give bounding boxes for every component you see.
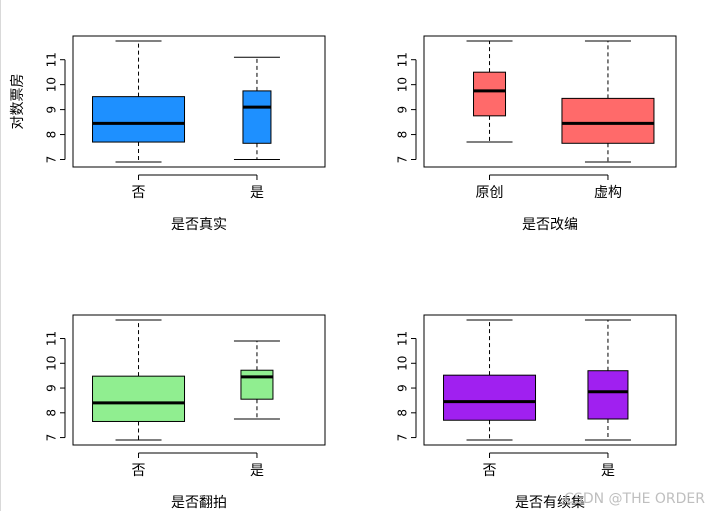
panel-4-x-tick-label-2: 是 bbox=[601, 463, 615, 479]
panel-4-box-1-iqr bbox=[443, 374, 537, 421]
panel-4-x-tick-label-1: 否 bbox=[483, 463, 497, 479]
panel-2-x-tick-label-2: 虚构 bbox=[594, 185, 622, 201]
panel-4-x-axis-title: 是否有续集 bbox=[515, 494, 585, 511]
panel-3-box-1-iqr bbox=[92, 375, 186, 422]
panel-2-y-tick-label-8: 8 bbox=[396, 131, 410, 139]
panel-1-y-tick-label-7: 7 bbox=[45, 156, 59, 164]
panel-3-y-tick-label-10: 10 bbox=[45, 356, 59, 371]
panel-1-x-tick-label-1: 否 bbox=[132, 185, 146, 201]
panel-4-y-tick-label-11: 11 bbox=[396, 331, 410, 346]
panel-2-box-2-iqr bbox=[561, 97, 655, 144]
panel-2-box-1-iqr bbox=[473, 71, 507, 117]
panel-4-y-tick-label-9: 9 bbox=[396, 384, 410, 392]
panel-1-box-2-iqr bbox=[242, 90, 272, 144]
panel-3-box-2-iqr bbox=[240, 369, 274, 400]
panel-1-y-tick-label-10: 10 bbox=[45, 77, 59, 92]
panel-1-x-tick-label-2: 是 bbox=[250, 185, 264, 201]
watermark-text: CSDN @THE ORDER bbox=[564, 491, 705, 507]
panel-2-x-axis-title: 是否改编 bbox=[522, 217, 578, 233]
panel-2-y-tick-label-10: 10 bbox=[396, 77, 410, 92]
panel-2-x-tick-label-1: 原创 bbox=[476, 185, 504, 201]
panel-1-y-tick-label-11: 11 bbox=[45, 52, 59, 67]
panel-2-y-tick-label-9: 9 bbox=[396, 106, 410, 114]
left-border bbox=[0, 0, 1, 511]
panel-3-y-tick-label-11: 11 bbox=[45, 331, 59, 346]
panel-2-y-tick-label-11: 11 bbox=[396, 52, 410, 67]
panel-2-frame bbox=[423, 35, 677, 168]
panel-4-y-tick-label-7: 7 bbox=[396, 434, 410, 442]
panel-3-frame bbox=[72, 314, 326, 446]
panel-1-frame bbox=[72, 35, 326, 168]
panel-4-box-2-iqr bbox=[587, 370, 629, 420]
panel-1-y-axis-title: 对数票房 bbox=[10, 74, 26, 130]
panel-3-x-axis-title: 是否翻拍 bbox=[171, 495, 227, 511]
panel-3-y-tick-label-9: 9 bbox=[45, 384, 59, 392]
panel-4-y-tick-label-10: 10 bbox=[396, 356, 410, 371]
panel-4-y-tick-label-8: 8 bbox=[396, 409, 410, 417]
panel-4-frame bbox=[423, 314, 677, 446]
panel-3-x-tick-label-2: 是 bbox=[250, 463, 264, 479]
panel-3-y-tick-label-8: 8 bbox=[45, 409, 59, 417]
panel-3-y-tick-label-7: 7 bbox=[45, 434, 59, 442]
panel-1-y-tick-label-8: 8 bbox=[45, 131, 59, 139]
panel-1-y-tick-label-9: 9 bbox=[45, 106, 59, 114]
panel-1-x-axis-title: 是否真实 bbox=[171, 217, 227, 233]
panel-3-x-tick-label-1: 否 bbox=[132, 463, 146, 479]
panel-2-y-tick-label-7: 7 bbox=[396, 156, 410, 164]
panel-1-box-1-iqr bbox=[92, 96, 186, 143]
